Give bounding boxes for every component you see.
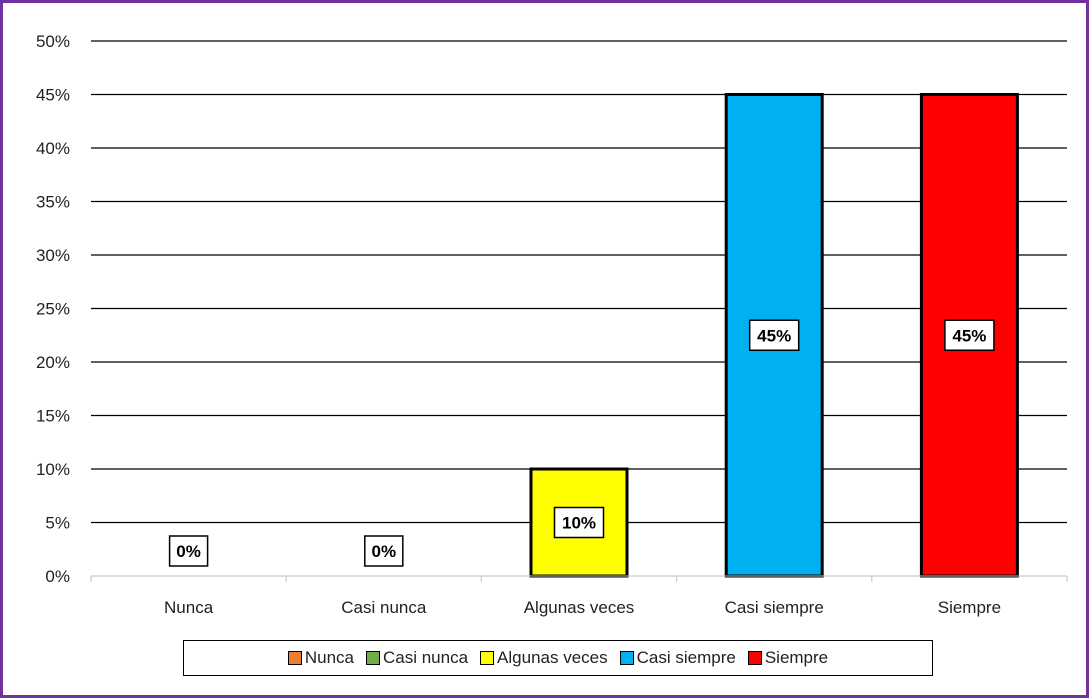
data-label-text: 0% <box>176 542 201 561</box>
legend-swatch-casi-siempre <box>619 651 634 665</box>
y-tick-label: 10% <box>36 460 70 479</box>
legend-swatch-casi-nunca <box>365 651 380 665</box>
y-tick-label: 15% <box>36 407 70 426</box>
x-category-label: Siempre <box>938 598 1001 617</box>
data-label-box <box>553 506 605 539</box>
legend-item-casi-nunca: Casi nunca <box>365 648 469 668</box>
data-label: 45% <box>748 319 800 351</box>
gridlines <box>91 40 1067 524</box>
y-axis-ticks: 0% 5% 10% 15% 20% 25% 30% 35% 40% 45% 50% <box>36 32 70 586</box>
data-label-text: 10% <box>562 514 596 533</box>
y-tick-label: 30% <box>36 246 70 265</box>
legend-label-siempre: Siempre <box>764 648 829 667</box>
x-category-label: Casi siempre <box>725 598 824 617</box>
x-axis <box>90 575 1068 582</box>
y-tick-label: 50% <box>36 32 70 51</box>
x-category-label: Algunas veces <box>524 598 635 617</box>
legend: Nunca Casi nunca Algunas veces Casi siem… <box>183 640 933 676</box>
legend-label-casi-nunca: Casi nunca <box>382 648 469 667</box>
y-tick-label: 5% <box>45 514 70 533</box>
legend-item-algunas-veces: Algunas veces <box>480 648 608 668</box>
x-category-label: Nunca <box>164 598 214 617</box>
y-tick-label: 35% <box>36 193 70 212</box>
legend-label-algunas-veces: Algunas veces <box>497 648 608 667</box>
y-tick-label: 20% <box>36 353 70 372</box>
y-tick-label: 25% <box>36 300 70 319</box>
x-category-label: Casi nunca <box>341 598 427 617</box>
legend-item-nunca: Nunca <box>287 648 354 668</box>
data-labels: 0% 0% 10% 45% 45% <box>168 319 995 567</box>
data-label-box <box>748 319 800 351</box>
data-label-box <box>168 535 209 567</box>
data-label: 45% <box>944 319 995 351</box>
legend-swatch-siempre <box>747 651 762 665</box>
legend-swatch-algunas-veces <box>480 651 495 665</box>
legend-item-siempre: Siempre <box>747 648 829 668</box>
x-axis-labels: Nunca Casi nunca Algunas veces Casi siempre… <box>164 598 1001 617</box>
data-label: 10% <box>553 506 605 539</box>
legend-item-casi-siempre: Casi siempre <box>619 648 736 668</box>
legend-label-casi-siempre: Casi siempre <box>636 648 736 667</box>
data-label-text: 45% <box>757 326 791 345</box>
bar-chart: 0% 5% 10% 15% 20% 25% 30% 35% 40% 45% 50% Nunca Cas… <box>36 32 1068 617</box>
legend-swatch-nunca <box>287 651 302 665</box>
data-label-box <box>364 535 404 567</box>
y-tick-label: 0% <box>45 567 70 586</box>
legend-label-nunca: Nunca <box>304 648 354 667</box>
data-label-box <box>944 319 995 351</box>
y-tick-label: 40% <box>36 139 70 158</box>
data-label: 0% <box>168 535 209 567</box>
y-tick-label: 45% <box>36 86 70 105</box>
data-label-text: 0% <box>372 542 397 561</box>
data-label-text: 45% <box>952 326 986 345</box>
data-label: 0% <box>364 535 404 567</box>
